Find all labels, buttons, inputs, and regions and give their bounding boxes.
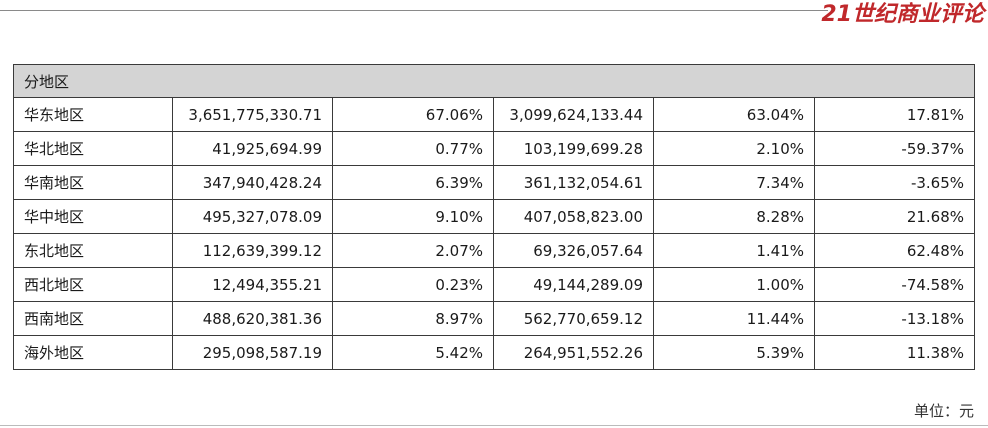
change-rate-cell: -59.37% [813, 131, 976, 166]
share-previous-cell: 5.39% [653, 335, 815, 370]
table-row: 东北地区 112,639,399.12 2.07% 69,326,057.64 1.41… [13, 233, 976, 268]
amount-previous-cell: 69,326,057.64 [493, 233, 654, 268]
share-current-cell: 5.42% [332, 335, 494, 370]
table-row: 华南地区 347,940,428.24 6.39% 361,132,054.61 7.3… [13, 165, 976, 200]
amount-current-cell: 12,494,355.21 [172, 267, 333, 302]
change-rate-cell: -74.58% [813, 267, 976, 302]
amount-current-cell: 488,620,381.36 [172, 301, 333, 336]
amount-previous-cell: 3,099,624,133.44 [493, 97, 654, 132]
amount-current-cell: 112,639,399.12 [172, 233, 333, 268]
amount-previous-cell: 407,058,823.00 [493, 199, 654, 234]
region-name-cell: 华东地区 [13, 97, 173, 132]
amount-previous-cell: 361,132,054.61 [493, 165, 654, 200]
share-current-cell: 8.97% [332, 301, 494, 336]
share-current-cell: 67.06% [332, 97, 494, 132]
share-previous-cell: 11.44% [653, 301, 815, 336]
amount-current-cell: 41,925,694.99 [172, 131, 333, 166]
amount-previous-cell: 264,951,552.26 [493, 335, 654, 370]
amount-current-cell: 295,098,587.19 [172, 335, 333, 370]
share-current-cell: 2.07% [332, 233, 494, 268]
share-current-cell: 9.10% [332, 199, 494, 234]
share-previous-cell: 1.00% [653, 267, 815, 302]
amount-current-cell: 347,940,428.24 [172, 165, 333, 200]
region-name-cell: 华南地区 [13, 165, 173, 200]
change-rate-cell: -13.18% [813, 301, 976, 336]
region-name-cell: 西南地区 [13, 301, 173, 336]
bottom-divider [0, 425, 988, 426]
share-previous-cell: 8.28% [653, 199, 815, 234]
share-previous-cell: 1.41% [653, 233, 815, 268]
change-rate-cell: 11.38% [813, 335, 976, 370]
change-rate-cell: 17.81% [813, 97, 976, 132]
region-name-cell: 华中地区 [13, 199, 173, 234]
share-previous-cell: 7.34% [653, 165, 815, 200]
region-name-cell: 海外地区 [13, 335, 173, 370]
amount-current-cell: 495,327,078.09 [172, 199, 333, 234]
amount-previous-cell: 562,770,659.12 [493, 301, 654, 336]
table-row: 华东地区 3,651,775,330.71 67.06% 3,099,624,133.… [13, 97, 976, 132]
table-header-row: 分地区 [12, 64, 976, 98]
share-current-cell: 0.77% [332, 131, 494, 166]
unit-label: 单位：元 [913, 402, 974, 420]
amount-current-cell: 3,651,775,330.71 [172, 97, 333, 132]
region-revenue-table: 分地区 华东地区 3,651,775,330.71 67.06% 3,099,624,… [12, 64, 976, 370]
share-current-cell: 6.39% [332, 165, 494, 200]
table-row: 西南地区 488,620,381.36 8.97% 562,770,659.12 11.… [13, 301, 976, 336]
change-rate-cell: 21.68% [813, 199, 976, 234]
share-previous-cell: 2.10% [653, 131, 815, 166]
region-name-cell: 东北地区 [13, 233, 173, 268]
table-row: 华北地区 41,925,694.99 0.77% 103,199,699.28 2.10… [13, 131, 976, 166]
amount-previous-cell: 103,199,699.28 [493, 131, 654, 166]
amount-previous-cell: 49,144,289.09 [493, 267, 654, 302]
change-rate-cell: -3.65% [813, 165, 976, 200]
table-row: 华中地区 495,327,078.09 9.10% 407,058,823.00 8.2… [13, 199, 976, 234]
change-rate-cell: 62.48% [813, 233, 976, 268]
region-name-cell: 华北地区 [13, 131, 173, 166]
brand-logo: 21世纪商业评论 [821, 2, 984, 27]
table-row: 西北地区 12,494,355.21 0.23% 49,144,289.09 1.00%… [13, 267, 976, 302]
table-header-label: 分地区 [12, 64, 976, 98]
table-row: 海外地区 295,098,587.19 5.42% 264,951,552.26 5.3… [13, 335, 976, 370]
region-name-cell: 西北地区 [13, 267, 173, 302]
share-previous-cell: 63.04% [653, 97, 815, 132]
share-current-cell: 0.23% [332, 267, 494, 302]
top-divider [0, 10, 828, 11]
